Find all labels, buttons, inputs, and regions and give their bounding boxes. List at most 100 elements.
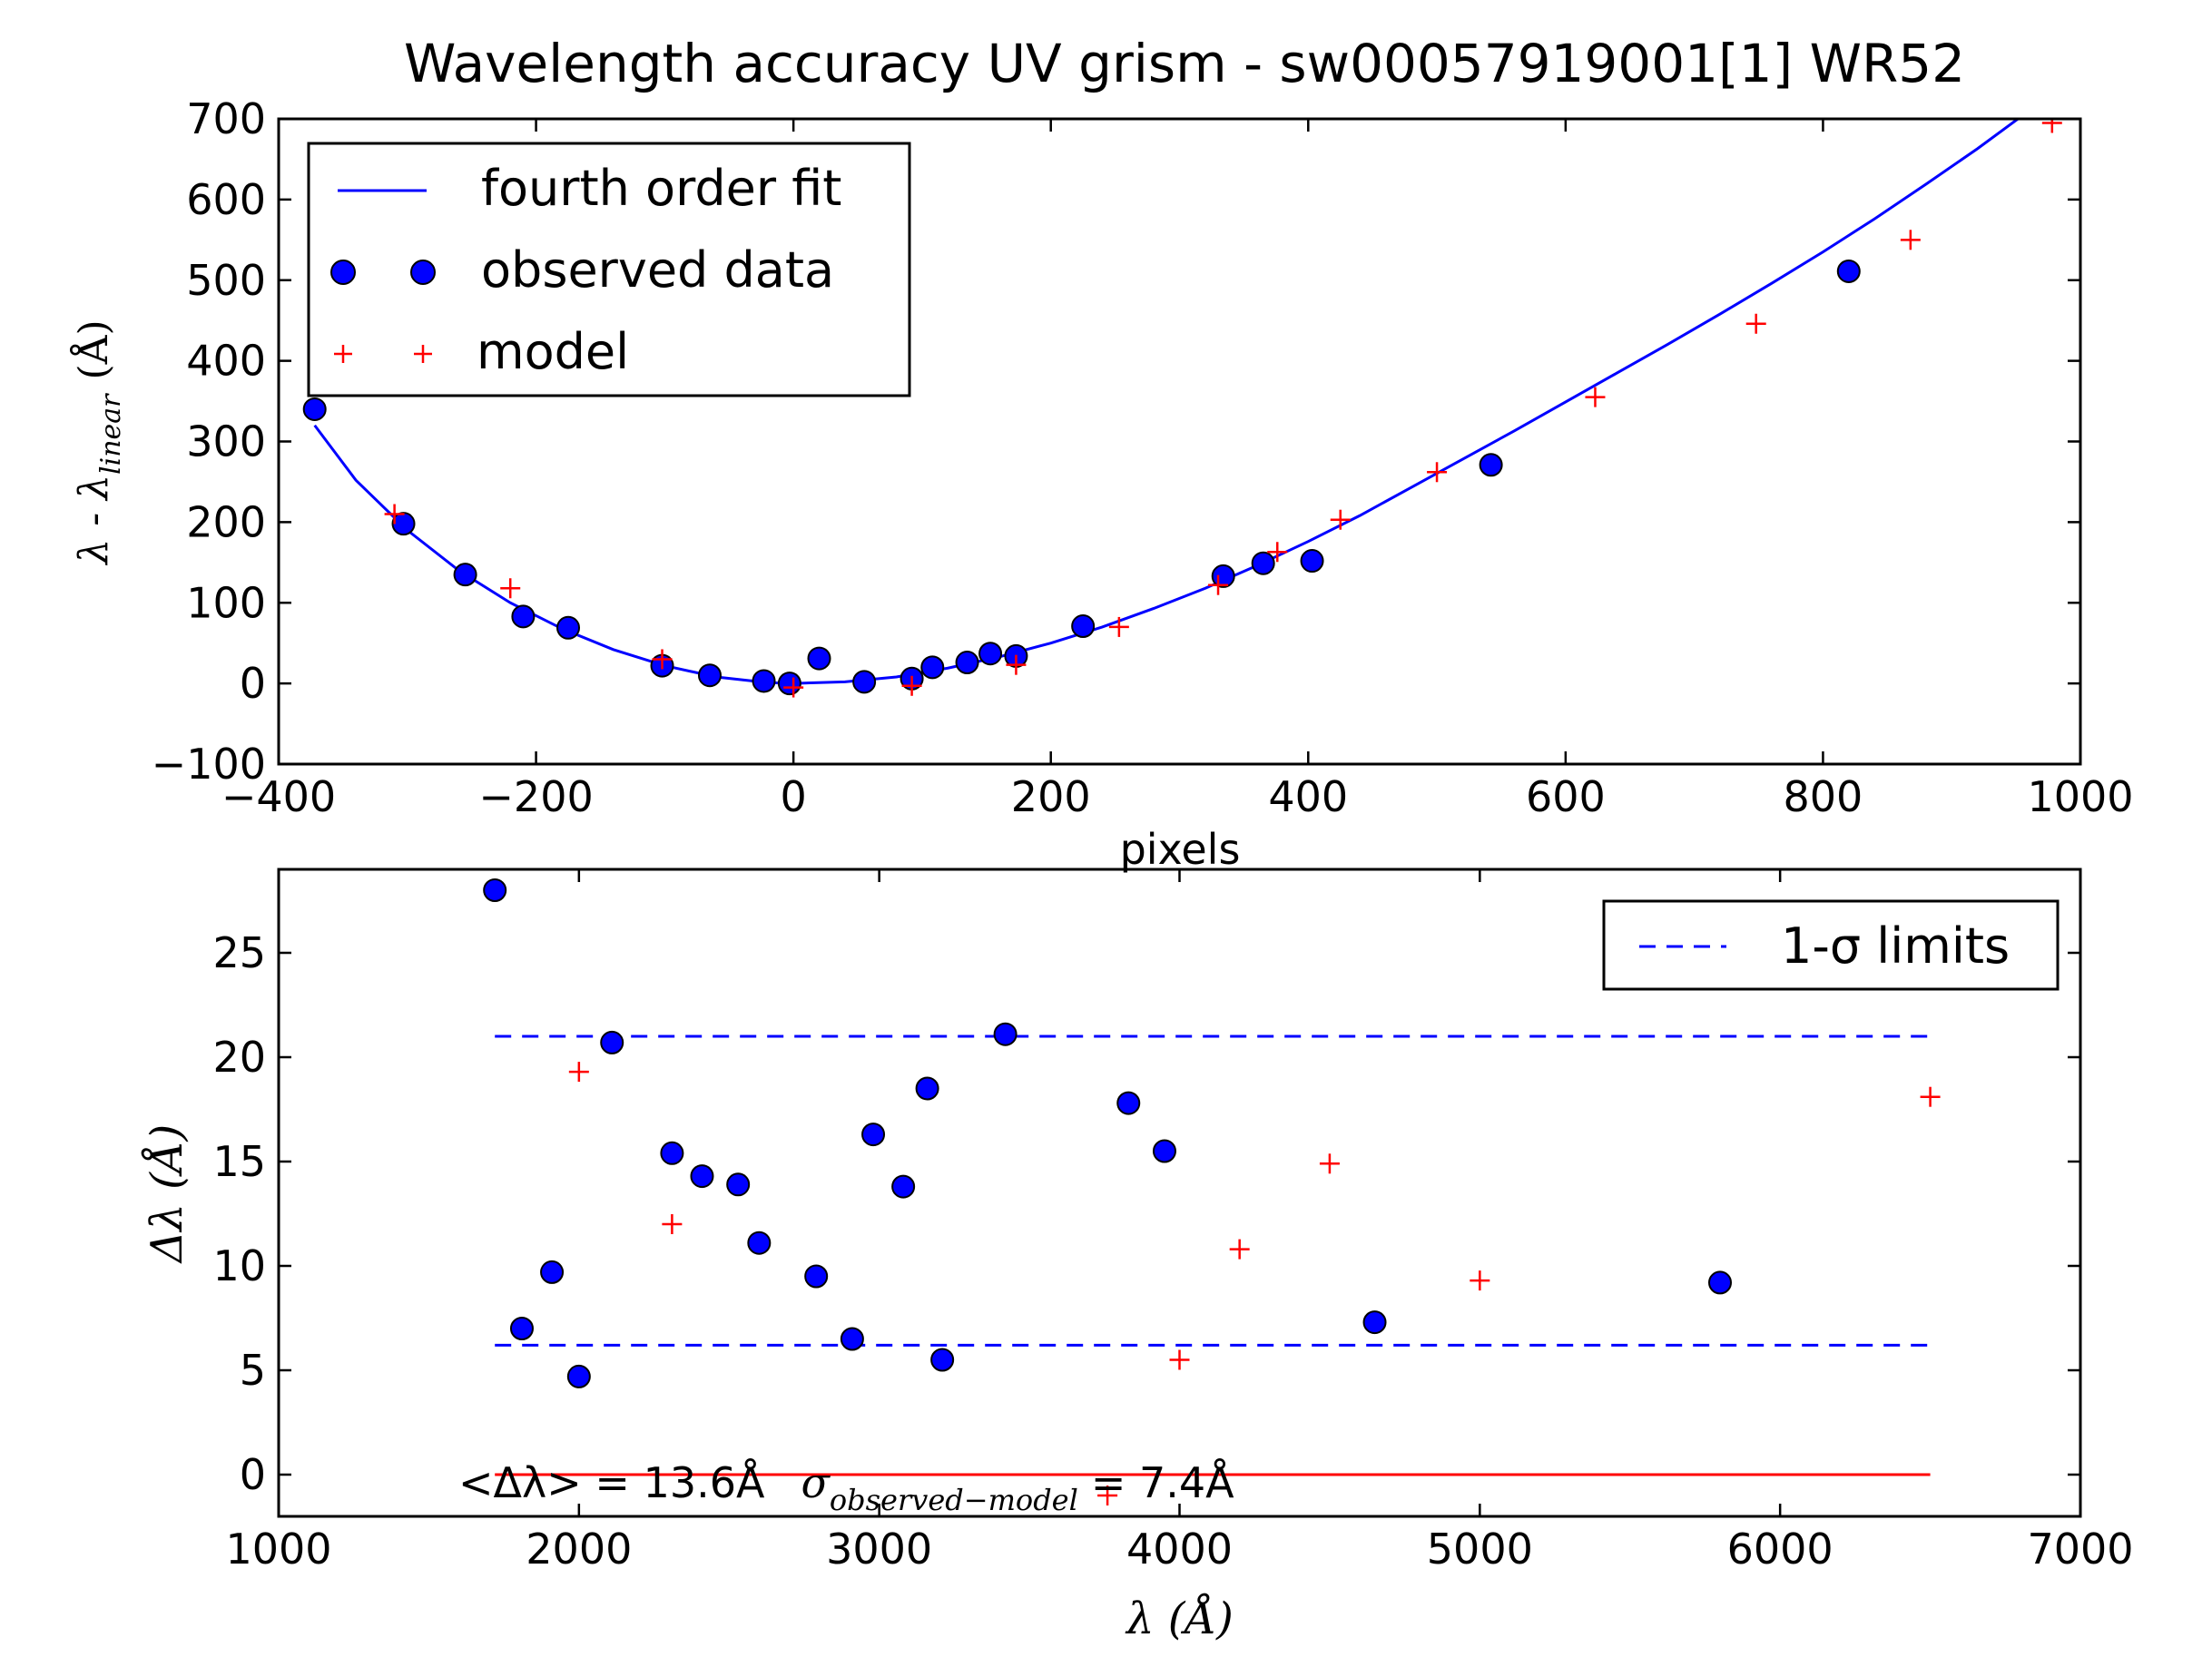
residual-observed-point bbox=[566, 1364, 591, 1388]
observed-data-point bbox=[752, 669, 776, 693]
residual-observed-point bbox=[891, 1174, 916, 1199]
bottom-y-tick-label: 25 bbox=[212, 928, 266, 977]
top-y-tick-label: 0 bbox=[240, 659, 266, 708]
residual-observed-point bbox=[1362, 1310, 1387, 1335]
fourth-order-fit-line bbox=[313, 119, 2020, 685]
bottom-y-tick-label: 15 bbox=[212, 1137, 266, 1186]
residual-model-point bbox=[1319, 1153, 1340, 1174]
top-axis-ticks: −400 −200 0 200 400 600 800 1000 −100 0 100 200 300 4… bbox=[152, 94, 2134, 821]
top-y-tick-label: 300 bbox=[186, 417, 266, 466]
residual-observed-point bbox=[1116, 1091, 1141, 1115]
top-x-tick-label: −400 bbox=[221, 772, 336, 821]
observed-data-point bbox=[920, 655, 945, 680]
legend-model-marker bbox=[334, 345, 432, 363]
model-point bbox=[1108, 616, 1129, 637]
top-x-axis-label: pixels bbox=[1120, 825, 1241, 874]
legend-observed-label: observed data bbox=[481, 241, 834, 299]
top-y-tick-label: 500 bbox=[186, 256, 266, 305]
observed-data-point bbox=[807, 646, 831, 671]
observed-data-point bbox=[978, 642, 1003, 666]
observed-data-point bbox=[1251, 551, 1275, 575]
bottom-x-tick-label: 3000 bbox=[826, 1525, 932, 1574]
residual-model-point bbox=[1920, 1086, 1941, 1107]
statistics-annotation: <Δλ> = 13.6Å σobserved−model = 7.4Å bbox=[458, 1458, 1234, 1517]
observed-data-point bbox=[852, 670, 877, 694]
model-point bbox=[1900, 230, 1921, 250]
top-x-tick-label: 0 bbox=[781, 772, 807, 821]
bottom-series bbox=[483, 878, 1941, 1505]
observed-data-point bbox=[1479, 453, 1503, 477]
bottom-x-tick-label: 6000 bbox=[1727, 1525, 1834, 1574]
top-y-tick-label: −100 bbox=[152, 740, 266, 789]
residual-observed-point bbox=[690, 1164, 714, 1189]
model-point bbox=[2041, 119, 2062, 133]
bottom-legend: 1-σ limits bbox=[1602, 899, 2060, 991]
residual-observed-point bbox=[600, 1030, 624, 1054]
chart-title: Wavelength accuracy UV grism - sw0005791… bbox=[404, 33, 1965, 94]
bottom-y-tick-label: 5 bbox=[240, 1346, 266, 1395]
top-y-tick-label: 200 bbox=[186, 497, 266, 546]
top-x-tick-label: 1000 bbox=[2027, 772, 2133, 821]
observed-data-point bbox=[391, 512, 416, 536]
legend-observed-marker bbox=[330, 260, 356, 285]
top-y-tick-label: 600 bbox=[186, 175, 266, 224]
residual-observed-point bbox=[509, 1317, 534, 1340]
residual-observed-point bbox=[483, 878, 507, 902]
top-y-axis-label: λ - λlinear(Å) bbox=[69, 319, 127, 565]
residual-model-point bbox=[1169, 1349, 1190, 1370]
model-point bbox=[1427, 462, 1448, 483]
model-point bbox=[901, 675, 922, 696]
bottom-x-tick-label: 2000 bbox=[526, 1525, 632, 1574]
residual-observed-point bbox=[930, 1348, 955, 1372]
residual-observed-point bbox=[993, 1022, 1018, 1046]
observed-data-point bbox=[697, 663, 722, 688]
top-series bbox=[302, 119, 2062, 698]
model-point bbox=[1208, 574, 1229, 595]
model-point bbox=[783, 677, 804, 698]
residual-observed-point bbox=[540, 1260, 565, 1284]
model-point bbox=[652, 649, 673, 670]
bottom-x-tick-label: 1000 bbox=[225, 1525, 331, 1574]
model-point bbox=[384, 504, 405, 525]
model-point bbox=[1585, 387, 1606, 407]
bottom-y-tick-label: 0 bbox=[240, 1450, 266, 1499]
observed-data-point bbox=[1211, 564, 1235, 588]
top-x-tick-label: 200 bbox=[1011, 772, 1091, 821]
legend-model-label: model bbox=[477, 323, 629, 380]
top-x-tick-label: −200 bbox=[478, 772, 593, 821]
residual-observed-point bbox=[747, 1231, 772, 1255]
top-y-tick-label: 100 bbox=[186, 578, 266, 627]
top-x-tick-label: 600 bbox=[1526, 772, 1606, 821]
bottom-x-tick-label: 5000 bbox=[1427, 1525, 1533, 1574]
legend-sigma-label: 1-σ limits bbox=[1781, 917, 2010, 975]
bottom-x-tick-label: 4000 bbox=[1126, 1525, 1233, 1574]
observed-data-point bbox=[1071, 614, 1096, 639]
bottom-y-tick-label: 20 bbox=[212, 1033, 266, 1082]
legend-observed-marker bbox=[410, 260, 436, 285]
observed-data-point bbox=[556, 615, 581, 640]
residual-model-point bbox=[662, 1214, 683, 1234]
observed-data-point bbox=[302, 397, 327, 421]
top-plot: −400 −200 0 200 400 600 800 1000 −100 0 100 200 300 4… bbox=[69, 94, 2134, 874]
bottom-plot-frame bbox=[277, 868, 2082, 1518]
top-legend: fourth order fit observed data model bbox=[307, 142, 911, 397]
residual-model-point bbox=[1229, 1239, 1250, 1260]
residual-observed-point bbox=[861, 1123, 886, 1147]
residual-observed-point bbox=[840, 1327, 864, 1351]
residual-model-point bbox=[568, 1062, 589, 1083]
observed-data-point bbox=[453, 563, 477, 587]
bottom-x-tick-label: 7000 bbox=[2027, 1525, 2133, 1574]
model-point bbox=[1745, 313, 1766, 334]
bottom-y-tick-label: 10 bbox=[212, 1241, 266, 1290]
top-x-tick-label: 800 bbox=[1784, 772, 1863, 821]
residual-observed-point bbox=[915, 1076, 939, 1101]
model-point bbox=[1330, 509, 1351, 530]
model-point bbox=[1006, 654, 1027, 675]
observed-data-point bbox=[511, 604, 536, 629]
top-y-tick-label: 700 bbox=[186, 94, 266, 143]
bottom-x-axis-label: λ (Å) bbox=[1125, 1593, 1234, 1644]
model-point bbox=[500, 578, 521, 599]
residual-observed-point bbox=[804, 1264, 829, 1289]
bottom-plot: 1000 2000 3000 4000 5000 6000 7000 0 5 10 15 20 25 λ… bbox=[141, 868, 2134, 1644]
